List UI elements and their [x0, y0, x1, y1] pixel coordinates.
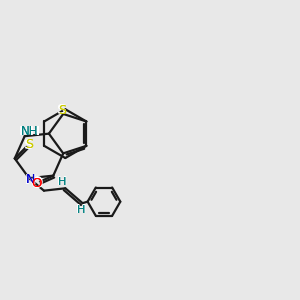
Text: S: S	[58, 104, 66, 117]
Text: NH: NH	[21, 125, 39, 138]
Text: H: H	[77, 205, 85, 215]
Text: O: O	[31, 177, 42, 190]
Text: S: S	[24, 137, 34, 152]
Text: N: N	[26, 173, 35, 186]
Text: S: S	[58, 104, 66, 117]
Text: O: O	[31, 177, 42, 190]
Text: H: H	[77, 205, 85, 215]
Text: N: N	[26, 173, 35, 186]
Text: O: O	[30, 176, 43, 190]
Text: S: S	[25, 138, 33, 151]
Text: S: S	[57, 103, 67, 117]
Text: H: H	[76, 203, 86, 216]
Text: NH: NH	[19, 125, 41, 138]
Text: S: S	[25, 138, 33, 151]
Text: NH: NH	[21, 125, 39, 138]
Text: H: H	[58, 177, 66, 187]
Text: N: N	[25, 173, 36, 187]
Text: H: H	[57, 175, 67, 188]
Text: H: H	[58, 177, 66, 187]
